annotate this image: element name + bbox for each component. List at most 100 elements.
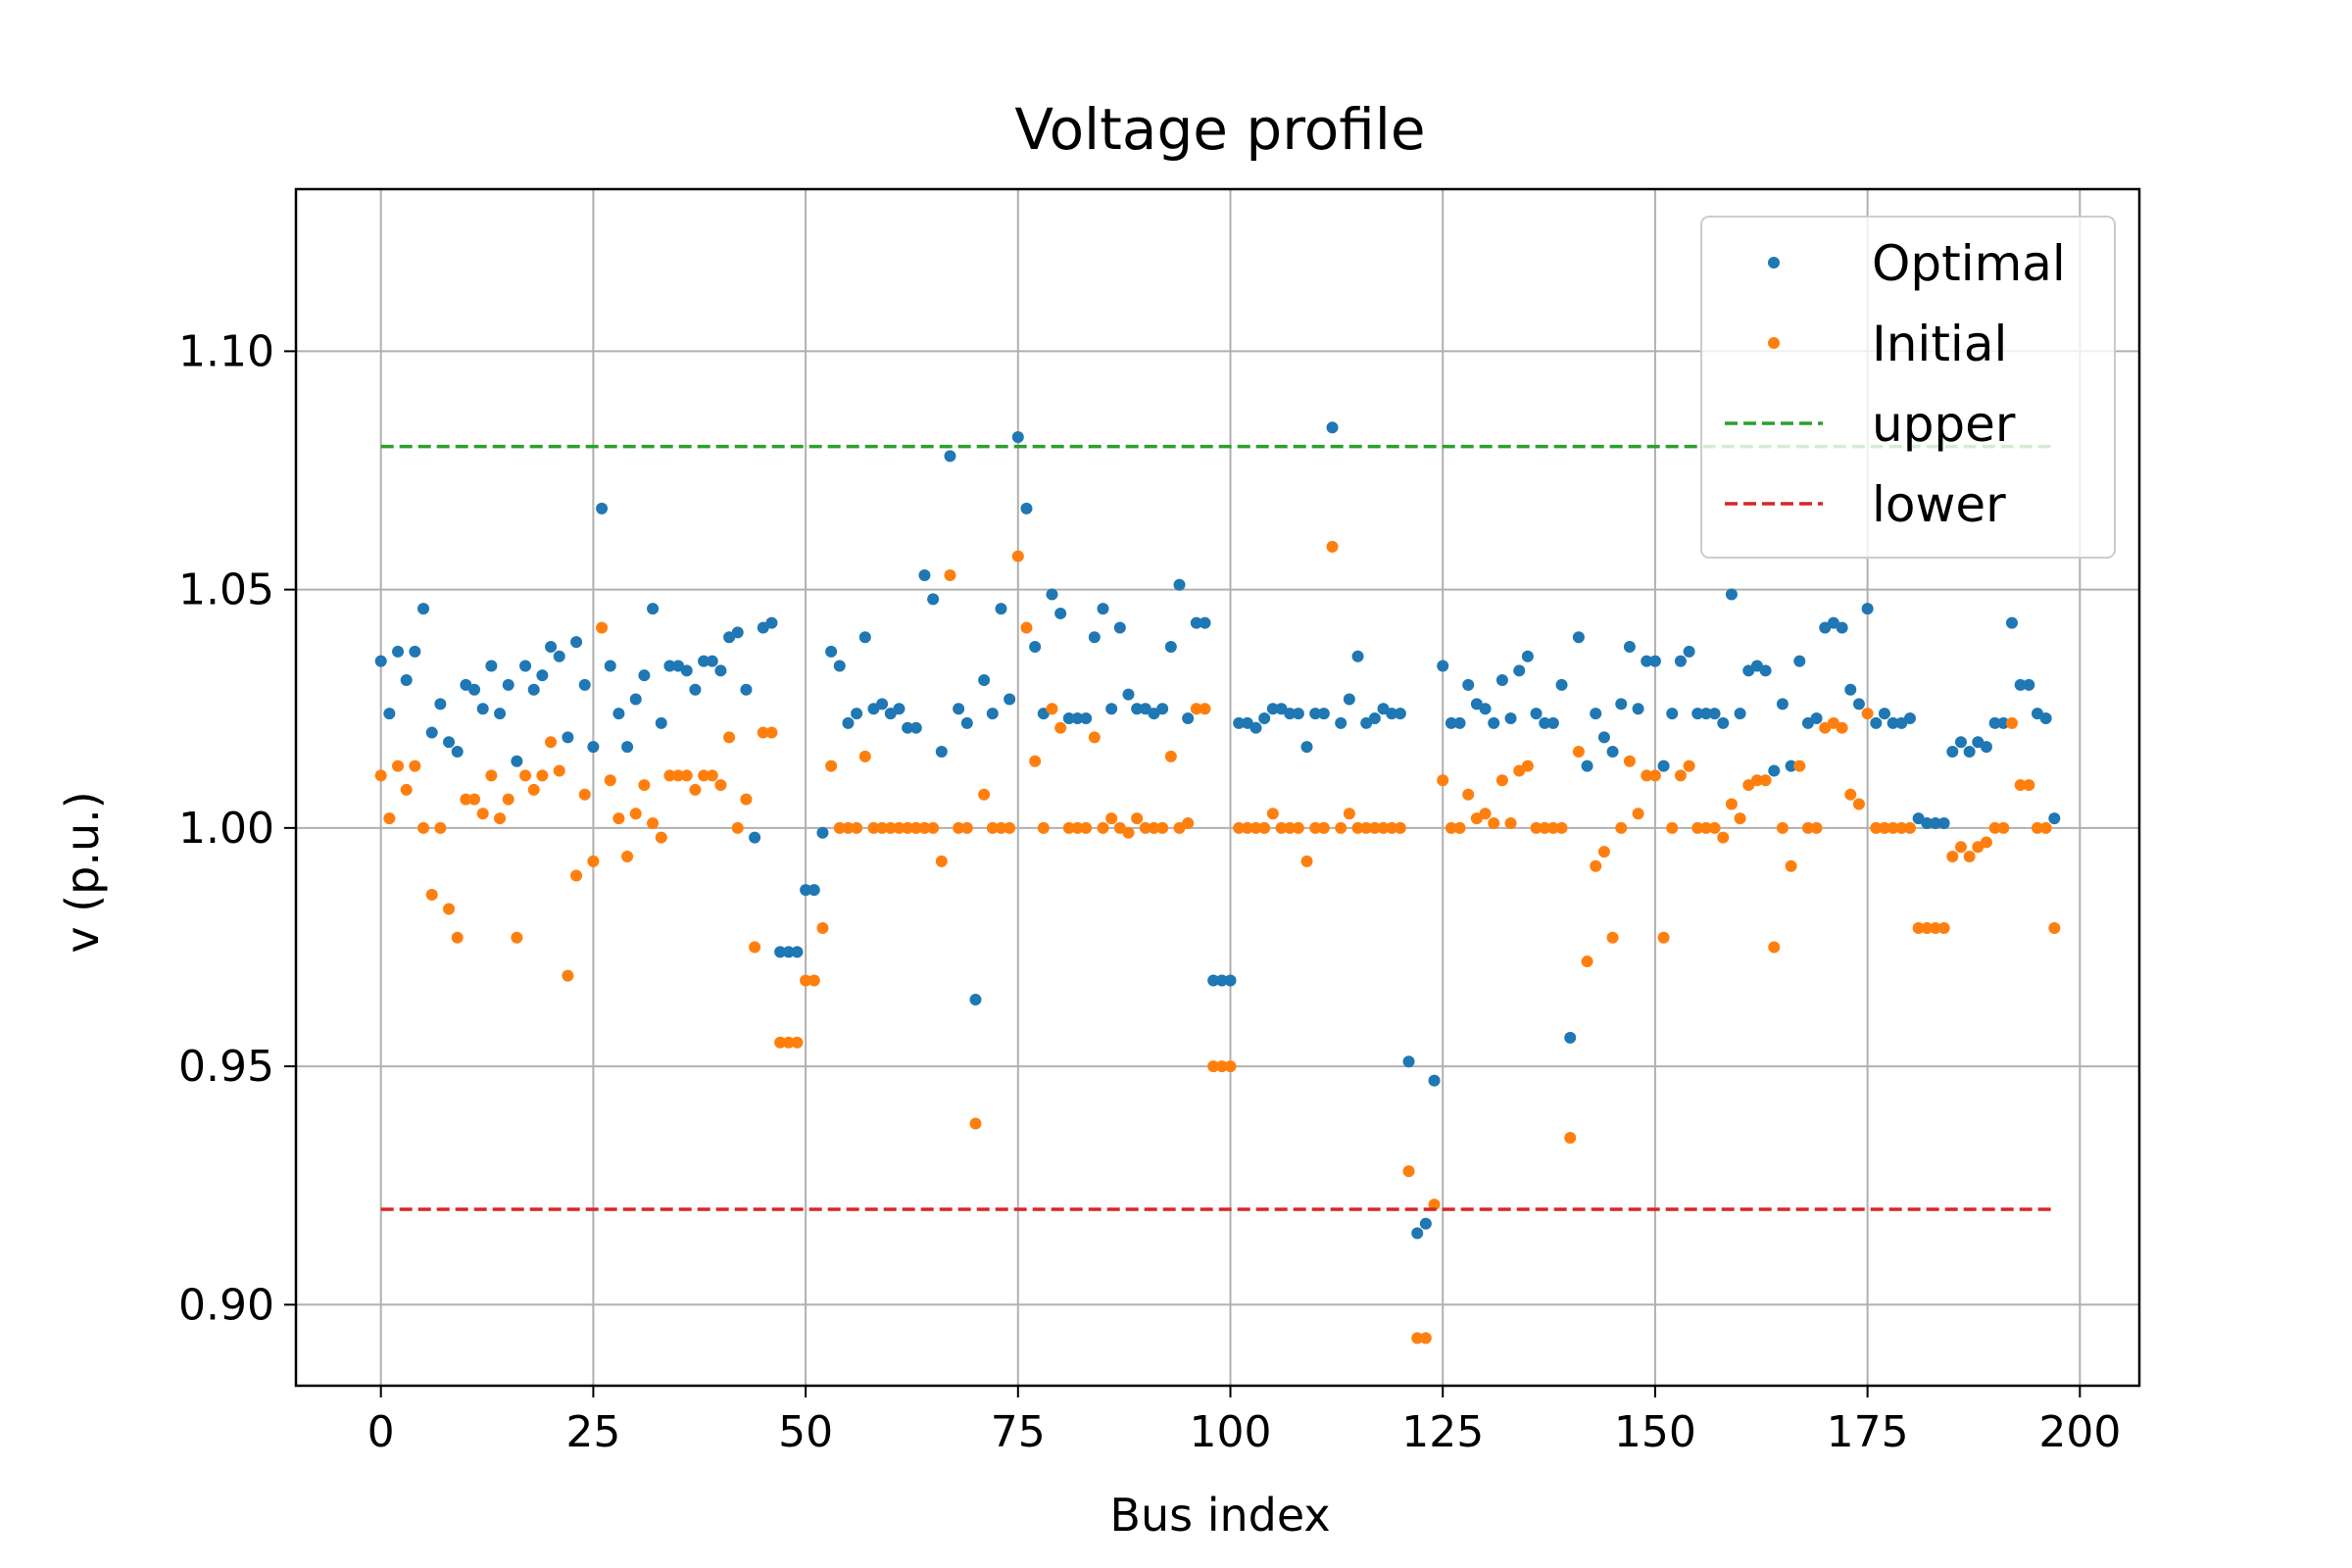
optimal-point xyxy=(1929,816,1941,829)
optimal-point xyxy=(1071,711,1084,724)
optimal-point xyxy=(1131,703,1144,715)
optimal-point xyxy=(1207,974,1220,987)
initial-point xyxy=(663,769,676,782)
optimal-point xyxy=(960,716,973,729)
optimal-point xyxy=(1632,703,1644,715)
initial-point xyxy=(833,821,846,834)
initial-point xyxy=(1360,821,1373,834)
optimal-point xyxy=(451,746,464,759)
initial-point xyxy=(1759,774,1772,787)
optimal-point xyxy=(740,683,753,696)
initial-point xyxy=(680,769,693,782)
initial-point xyxy=(2014,779,2027,792)
initial-point xyxy=(1377,821,1390,834)
initial-point xyxy=(1895,821,1908,834)
optimal-point xyxy=(1258,711,1271,724)
initial-point xyxy=(1275,821,1288,834)
axis-ticks: 0 25 50 75 100 125 150 175 200 0.90 0.95 1.00 1.05 1.… xyxy=(178,326,2121,1457)
initial-point xyxy=(494,812,507,825)
initial-point xyxy=(511,931,523,944)
optimal-point xyxy=(969,993,982,1005)
initial-point xyxy=(757,726,769,739)
optimal-point xyxy=(1886,716,1899,729)
optimal-point xyxy=(808,884,820,897)
initial-point xyxy=(867,821,880,834)
y-axis-label: v (p.u.) xyxy=(56,791,109,953)
initial-point xyxy=(400,783,413,796)
optimal-point xyxy=(1836,621,1848,634)
initial-point xyxy=(1623,755,1636,767)
initial-point xyxy=(655,831,667,844)
initial-point xyxy=(765,726,778,739)
initial-point xyxy=(1343,808,1355,820)
optimal-point xyxy=(698,655,710,667)
optimal-point xyxy=(978,674,991,687)
x-tick-label: 0 xyxy=(368,1407,395,1457)
initial-point xyxy=(1844,788,1857,801)
optimal-point xyxy=(1351,650,1364,662)
legend-marker-optimal xyxy=(1768,257,1780,269)
initial-point xyxy=(1309,821,1322,834)
initial-point xyxy=(1394,821,1406,834)
initial-point xyxy=(927,821,940,834)
initial-point xyxy=(1445,821,1457,834)
optimal-point xyxy=(392,645,405,658)
initial-point xyxy=(374,769,387,782)
initial-point xyxy=(417,821,430,834)
initial-point xyxy=(1946,851,1959,863)
initial-point xyxy=(1419,1332,1432,1345)
optimal-point xyxy=(1428,1074,1441,1087)
optimal-point xyxy=(1437,660,1449,672)
initial-point xyxy=(2005,716,2018,729)
optimal-point xyxy=(1062,711,1075,724)
initial-point xyxy=(578,788,591,801)
optimal-point xyxy=(1309,708,1322,720)
optimal-point xyxy=(1173,578,1186,591)
initial-point xyxy=(647,816,660,829)
optimal-point xyxy=(1903,711,1916,724)
initial-point xyxy=(858,750,871,762)
initial-point xyxy=(1886,821,1899,834)
optimal-point xyxy=(604,660,616,672)
initial-point xyxy=(791,1036,804,1049)
optimal-point xyxy=(663,660,676,672)
y-tick-label: 1.00 xyxy=(178,804,274,854)
optimal-point xyxy=(1641,655,1653,667)
initial-point xyxy=(1691,821,1704,834)
initial-point xyxy=(621,851,634,863)
initial-point xyxy=(1190,703,1202,715)
optimal-point xyxy=(1343,693,1355,706)
optimal-point xyxy=(1708,708,1721,720)
initial-point xyxy=(731,821,744,834)
optimal-point xyxy=(1946,746,1959,759)
optimal-point xyxy=(1419,1217,1432,1230)
optimal-point xyxy=(1963,746,1976,759)
optimal-point xyxy=(1546,716,1559,729)
x-tick-label: 50 xyxy=(778,1407,833,1457)
optimal-point xyxy=(1199,616,1211,629)
initial-point xyxy=(1870,821,1883,834)
optimal-point xyxy=(434,698,447,710)
y-tick-label: 0.95 xyxy=(178,1042,274,1092)
legend-marker-initial xyxy=(1768,337,1780,349)
optimal-point xyxy=(1495,674,1508,687)
optimal-point xyxy=(1725,588,1738,601)
optimal-point xyxy=(638,669,651,682)
optimal-point xyxy=(1581,760,1593,772)
initial-point xyxy=(1776,821,1788,834)
initial-point xyxy=(587,855,600,867)
optimal-point xyxy=(1597,731,1610,744)
initial-point xyxy=(1054,721,1067,734)
optimal-point xyxy=(1004,693,1016,706)
legend-label-lower: lower xyxy=(1872,476,2006,533)
optimal-point xyxy=(1657,760,1670,772)
initial-point xyxy=(1572,746,1585,759)
optimal-point xyxy=(842,716,855,729)
optimal-point xyxy=(953,703,965,715)
initial-point xyxy=(1793,760,1806,772)
optimal-point xyxy=(1564,1031,1577,1044)
optimal-point xyxy=(1453,716,1466,729)
optimal-point xyxy=(1861,603,1874,615)
optimal-point xyxy=(1394,708,1406,720)
optimal-point xyxy=(1844,683,1857,696)
